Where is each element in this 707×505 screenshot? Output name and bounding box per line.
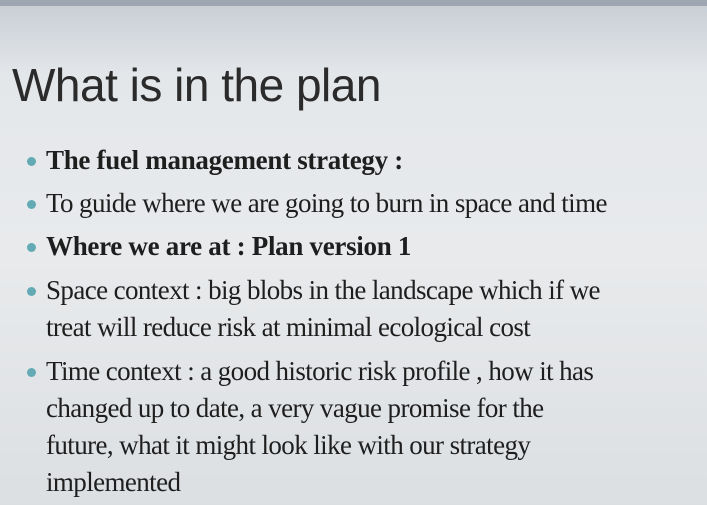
bullet: The fuel management strategy : <box>0 142 403 179</box>
bullet-text: Where we are at : Plan version 1 <box>46 228 411 265</box>
bullet: Where we are at : Plan version 1 <box>0 228 411 265</box>
bullet: Space context : big blobs in the landsca… <box>0 272 600 346</box>
bullet-text: implemented <box>46 464 593 501</box>
bullet-text: changed up to date, a very vague promise… <box>46 390 593 427</box>
slide-title: What is in the plan <box>12 58 381 112</box>
bullet-dot <box>27 157 36 166</box>
bullet-text: Time context : a good historic risk prof… <box>46 353 593 390</box>
bullet-text: The fuel management strategy : <box>46 142 403 179</box>
bullet-dot <box>27 243 36 252</box>
bullet-dot <box>27 200 36 209</box>
bullet-text: Space context : big blobs in the landsca… <box>46 272 600 309</box>
bullet: To guide where we are going to burn in s… <box>0 185 607 222</box>
bullet-text: future, what it might look like with our… <box>46 427 593 464</box>
bullet: Time context : a good historic risk prof… <box>0 353 593 501</box>
slide: What is in the plan The fuel management … <box>0 0 707 505</box>
bullet-text: To guide where we are going to burn in s… <box>46 185 607 222</box>
bullet-text: treat will reduce risk at minimal ecolog… <box>46 309 600 346</box>
bullet-dot <box>27 368 36 377</box>
bullet-dot <box>27 287 36 296</box>
